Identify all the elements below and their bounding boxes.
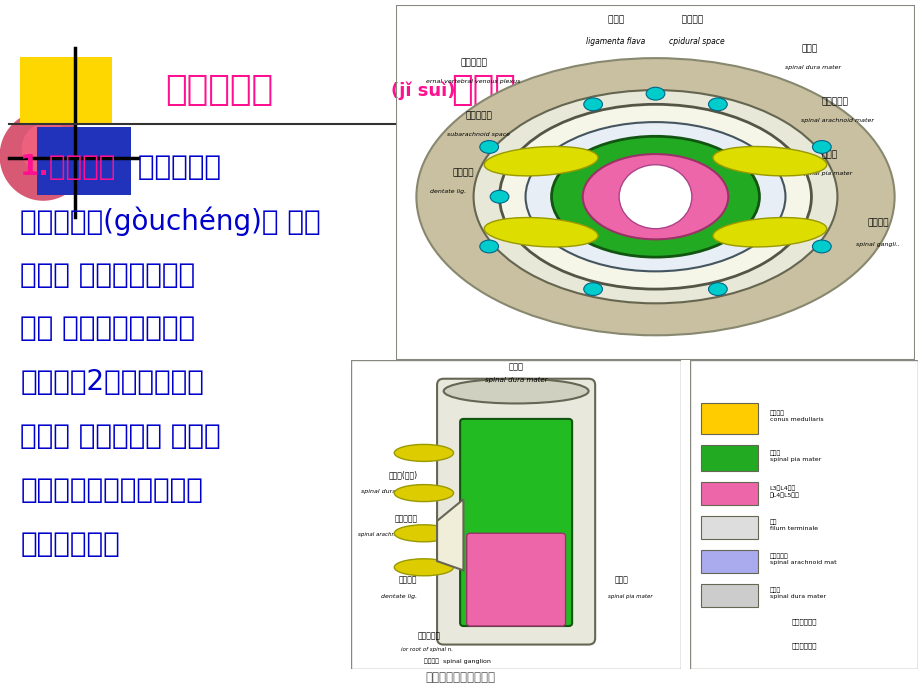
Text: ligamenta flava          cpidural space: ligamenta flava cpidural space bbox=[585, 37, 724, 46]
Text: dentate lig.: dentate lig. bbox=[380, 594, 417, 599]
Ellipse shape bbox=[618, 165, 691, 228]
Text: ernal vertebral venous plexus: ernal vertebral venous plexus bbox=[425, 79, 520, 84]
Text: spinal pia mater: spinal pia mater bbox=[800, 171, 851, 177]
Polygon shape bbox=[20, 57, 112, 124]
Text: spinal arachnoid mater: spinal arachnoid mater bbox=[800, 118, 873, 123]
FancyBboxPatch shape bbox=[460, 419, 572, 626]
Ellipse shape bbox=[712, 217, 826, 247]
Text: spinal pia mater: spinal pia mater bbox=[607, 594, 652, 599]
Text: 硬脊膜(切开): 硬脊膜(切开) bbox=[388, 471, 417, 480]
Text: 齿状韧带: 齿状韧带 bbox=[452, 168, 473, 177]
FancyBboxPatch shape bbox=[700, 482, 757, 506]
Text: 缘， 与硬脑膜相延续，: 缘， 与硬脑膜相延续， bbox=[20, 315, 195, 342]
Text: 软脊膜
spinal pia mater: 软脊膜 spinal pia mater bbox=[769, 451, 821, 462]
Text: 的被膜: 的被膜 bbox=[450, 72, 516, 107]
Text: 脊神经节: 脊神经节 bbox=[867, 218, 889, 227]
Text: 致密纤维结: 致密纤维结 bbox=[129, 153, 221, 181]
Ellipse shape bbox=[550, 137, 758, 257]
FancyBboxPatch shape bbox=[466, 533, 565, 626]
Text: spinal dura mater: spinal dura mater bbox=[484, 377, 547, 383]
Ellipse shape bbox=[582, 154, 728, 239]
Text: 椎内静脉丛: 椎内静脉丛 bbox=[460, 58, 486, 67]
Ellipse shape bbox=[525, 122, 785, 271]
Text: 1.硬脊膜：: 1.硬脊膜： bbox=[20, 153, 117, 181]
Text: 第三页，共二十四页。: 第三页，共二十四页。 bbox=[425, 671, 494, 684]
Circle shape bbox=[480, 240, 498, 253]
FancyBboxPatch shape bbox=[700, 584, 757, 607]
Text: 脊神经前根: 脊神经前根 bbox=[417, 631, 440, 640]
Circle shape bbox=[584, 98, 602, 110]
Text: (jǐ suì): (jǐ suì) bbox=[391, 82, 455, 100]
FancyBboxPatch shape bbox=[700, 516, 757, 540]
Circle shape bbox=[811, 240, 830, 253]
Text: L3与L4之间
或L4与L5之间: L3与L4之间 或L4与L5之间 bbox=[769, 486, 799, 497]
Text: 脊髓蛛网膜: 脊髓蛛网膜 bbox=[393, 514, 417, 523]
Text: 软脊膜: 软脊膜 bbox=[614, 575, 628, 584]
Circle shape bbox=[811, 141, 830, 153]
Text: 软脊膜: 软脊膜 bbox=[821, 150, 837, 159]
Text: 坚韧， 上附枝骨大孔边: 坚韧， 上附枝骨大孔边 bbox=[20, 261, 195, 288]
FancyBboxPatch shape bbox=[437, 379, 595, 644]
Text: 终丝
filum terminale: 终丝 filum terminale bbox=[769, 520, 817, 531]
Text: 脊髓蛛网膜: 脊髓蛛网膜 bbox=[821, 97, 848, 106]
Ellipse shape bbox=[22, 122, 74, 176]
Text: dentate lig.: dentate lig. bbox=[429, 189, 465, 194]
Text: spinal dura mater: spinal dura mater bbox=[361, 489, 417, 494]
Circle shape bbox=[708, 283, 726, 295]
Text: ior root of spinal n.: ior root of spinal n. bbox=[401, 647, 452, 652]
Text: 脊髓蛛网膜
spinal arachnoid mat: 脊髓蛛网膜 spinal arachnoid mat bbox=[769, 554, 835, 565]
Ellipse shape bbox=[394, 525, 453, 542]
Ellipse shape bbox=[394, 559, 453, 575]
Text: 硬脊膜
spinal dura mater: 硬脊膜 spinal dura mater bbox=[769, 588, 825, 599]
Polygon shape bbox=[37, 127, 130, 195]
Text: spinal gangli..: spinal gangli.. bbox=[855, 242, 899, 248]
Text: 下端在第2骶椎水平向下: 下端在第2骶椎水平向下 bbox=[20, 368, 204, 396]
FancyBboxPatch shape bbox=[700, 445, 757, 471]
Text: 齿状韧带: 齿状韧带 bbox=[398, 575, 417, 584]
Circle shape bbox=[480, 141, 498, 153]
Text: （一）脊髓: （一）脊髓 bbox=[165, 72, 274, 107]
Ellipse shape bbox=[483, 217, 597, 247]
Text: 外膜相延续。: 外膜相延续。 bbox=[20, 530, 119, 558]
Text: spinal dura mater: spinal dura mater bbox=[785, 65, 841, 70]
Text: subarachnoid space: subarachnoid space bbox=[447, 132, 510, 137]
Text: 第二尾椎平面: 第二尾椎平面 bbox=[790, 642, 816, 649]
Text: 脊神经节  spinal ganglion: 脊神经节 spinal ganglion bbox=[424, 658, 490, 664]
Text: 蛛网膜下腔: 蛛网膜下腔 bbox=[465, 112, 492, 121]
Ellipse shape bbox=[712, 146, 826, 176]
Text: 硬脊膜: 硬脊膜 bbox=[800, 44, 816, 53]
Text: 硬脊膜: 硬脊膜 bbox=[508, 362, 523, 371]
Ellipse shape bbox=[483, 146, 597, 176]
Polygon shape bbox=[437, 500, 463, 571]
Ellipse shape bbox=[443, 379, 588, 404]
Text: 脊髓圆锥
conus medullaris: 脊髓圆锥 conus medullaris bbox=[769, 410, 823, 422]
Text: 骨。在椎间孔处与脊神经: 骨。在椎间孔处与脊神经 bbox=[20, 476, 203, 504]
Circle shape bbox=[490, 190, 508, 203]
Text: 第二骶椎平面: 第二骶椎平面 bbox=[790, 618, 816, 624]
Text: 变细， 包裹终丝， 附于尾: 变细， 包裹终丝， 附于尾 bbox=[20, 422, 221, 450]
Ellipse shape bbox=[499, 104, 811, 289]
Ellipse shape bbox=[0, 111, 87, 201]
Ellipse shape bbox=[394, 444, 453, 462]
FancyBboxPatch shape bbox=[700, 550, 757, 573]
Circle shape bbox=[645, 87, 664, 100]
Ellipse shape bbox=[394, 484, 453, 502]
Ellipse shape bbox=[416, 58, 893, 335]
Text: spinal arachnoid ma..: spinal arachnoid ma.. bbox=[357, 533, 417, 538]
Circle shape bbox=[584, 283, 602, 295]
Text: 黄韧带                    硬膜外腔: 黄韧带 硬膜外腔 bbox=[607, 15, 702, 24]
Circle shape bbox=[708, 98, 726, 110]
Ellipse shape bbox=[473, 90, 836, 304]
Text: 缔组织构成(gòuchéng)， 厚而: 缔组织构成(gòuchéng)， 厚而 bbox=[20, 206, 321, 235]
FancyBboxPatch shape bbox=[700, 403, 757, 435]
